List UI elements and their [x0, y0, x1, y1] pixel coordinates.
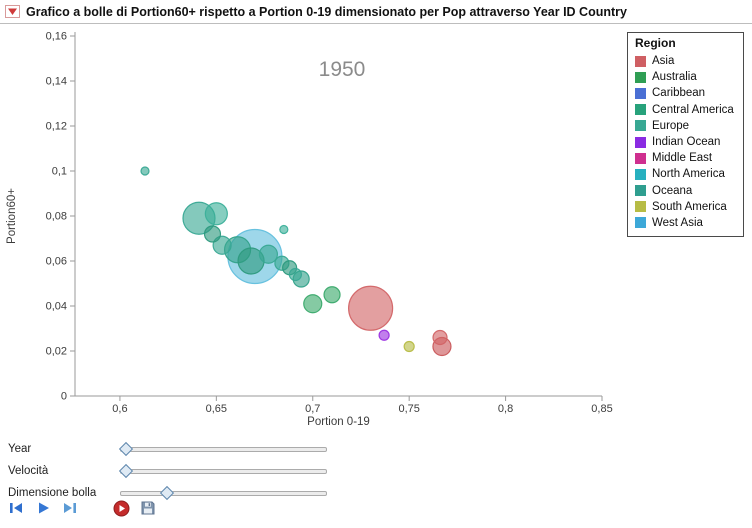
slider-thumb[interactable] — [159, 485, 175, 500]
legend-swatch-icon — [635, 104, 646, 116]
legend-item[interactable]: Central America — [635, 102, 739, 118]
legend-item-label: Indian Ocean — [652, 136, 721, 149]
slider-track[interactable] — [118, 441, 327, 456]
step-back-button[interactable] — [6, 499, 26, 517]
save-button[interactable] — [138, 499, 158, 517]
bubble[interactable] — [204, 202, 228, 226]
legend-item[interactable]: Asia — [635, 53, 739, 69]
legend-item-label: North America — [652, 168, 725, 181]
legend-item-label: Middle East — [652, 152, 713, 165]
legend-item-label: Central America — [652, 103, 734, 116]
legend-item-label: Australia — [652, 71, 697, 84]
x-tick-label: 0,7 — [305, 403, 320, 415]
legend-item-label: Europe — [652, 119, 690, 132]
legend-items: Asia Australia Caribbean Central America Eur… — [635, 53, 739, 231]
y-tick-label: 0,16 — [46, 31, 67, 43]
y-tick-label: 0,06 — [46, 256, 67, 268]
legend-swatch-icon — [635, 120, 646, 132]
legend-item[interactable]: Indian Ocean — [635, 134, 739, 150]
disclosure-triangle-icon[interactable] — [5, 5, 20, 18]
bubble[interactable] — [378, 329, 390, 341]
year-label: 1950 — [319, 58, 366, 81]
x-axis-label: Portion 0-19 — [307, 416, 370, 428]
legend-item[interactable]: Middle East — [635, 150, 739, 166]
legend-item[interactable]: South America — [635, 199, 739, 215]
bubble[interactable] — [323, 286, 341, 304]
report-titlebar: Grafico a bolle di Portion60+ rispetto a… — [0, 0, 752, 24]
legend-item[interactable]: Oceana — [635, 183, 739, 199]
slider-track[interactable] — [120, 485, 327, 500]
legend-item-label: Oceana — [652, 184, 693, 197]
slider-thumb[interactable] — [118, 441, 134, 456]
bubble[interactable] — [279, 224, 289, 235]
y-tick-label: 0,14 — [46, 76, 67, 88]
legend-swatch-icon — [635, 152, 646, 164]
legend-swatch-icon — [635, 217, 646, 229]
legend-item-label: Asia — [652, 55, 675, 68]
y-axis-label: Portion60+ — [6, 188, 18, 244]
legend-item-label: South America — [652, 200, 727, 213]
legend-item[interactable]: North America — [635, 166, 739, 182]
legend-title: Region — [635, 36, 676, 50]
slider-track[interactable] — [118, 463, 327, 478]
bubble[interactable] — [203, 225, 222, 243]
legend-item-label: Caribbean — [652, 87, 706, 100]
report-title: Grafico a bolle di Portion60+ rispetto a… — [26, 4, 627, 19]
slider-row: Dimensione bolla — [8, 485, 327, 501]
legend-swatch-icon — [635, 168, 646, 180]
slider-label: Velocità — [8, 465, 49, 477]
legend-item[interactable]: Europe — [635, 118, 739, 134]
slider-label: Dimensione bolla — [8, 487, 97, 499]
x-tick-label: 0,65 — [206, 403, 227, 415]
slider-row: Year — [8, 441, 327, 457]
slider-label: Year — [8, 443, 32, 455]
legend-swatch-icon — [635, 87, 646, 99]
x-tick-label: 0,75 — [398, 403, 419, 415]
legend-swatch-icon — [635, 201, 646, 213]
bubble[interactable] — [140, 166, 150, 176]
bubble[interactable] — [288, 267, 303, 282]
bubble[interactable] — [303, 294, 323, 314]
bubble[interactable] — [348, 285, 394, 331]
y-tick-label: 0,02 — [46, 346, 67, 358]
legend-item[interactable]: Caribbean — [635, 85, 739, 101]
x-tick-label: 0,85 — [591, 403, 612, 415]
legend-item[interactable]: Australia — [635, 69, 739, 85]
legend-item-label: West Asia — [652, 216, 703, 229]
slider-row: Velocità — [8, 463, 327, 479]
step-forward-button[interactable] — [60, 499, 80, 517]
y-tick-label: 0,04 — [46, 301, 67, 313]
legend-swatch-icon — [635, 71, 646, 83]
y-tick-label: 0,08 — [46, 211, 67, 223]
bubble[interactable] — [258, 244, 279, 264]
legend-swatch-icon — [635, 185, 646, 197]
y-tick-label: 0,12 — [46, 121, 67, 133]
record-button[interactable] — [111, 499, 131, 517]
y-tick-label: 0 — [61, 391, 67, 403]
bubble-chart: 0 0,02 0,04 0,06 0,08 0,1 0,12 0,14 0,16 0,6 0,65 0… — [6, 31, 613, 429]
x-tick-label: 0,8 — [498, 403, 513, 415]
legend-swatch-icon — [635, 55, 646, 67]
bubble[interactable] — [432, 329, 448, 346]
x-tick-label: 0,6 — [112, 403, 127, 415]
legend-swatch-icon — [635, 136, 646, 148]
slider-thumb[interactable] — [118, 463, 134, 478]
legend-item[interactable]: West Asia — [635, 215, 739, 231]
play-button[interactable] — [33, 499, 53, 517]
bubble[interactable] — [403, 340, 415, 353]
y-tick-label: 0,1 — [52, 166, 67, 178]
region-legend: Region Asia Australia Caribbean Central Ame… — [627, 32, 744, 238]
animation-sliders: Year Velocità Dimensione bolla — [8, 441, 327, 507]
animation-controls — [6, 499, 158, 517]
